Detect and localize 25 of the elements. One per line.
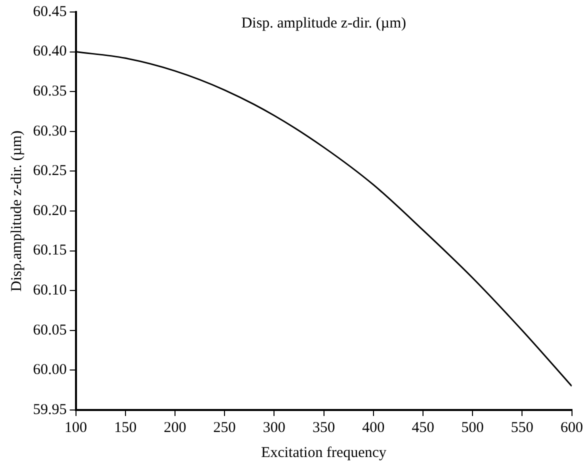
x-axis-title: Excitation frequency bbox=[261, 444, 387, 461]
x-tick-label: 500 bbox=[461, 420, 484, 436]
x-tick-label: 550 bbox=[510, 420, 534, 436]
x-tick-label: 600 bbox=[560, 420, 583, 436]
y-tick-label: 59.95 bbox=[33, 402, 67, 418]
x-tick-label: 450 bbox=[412, 420, 434, 436]
x-tick-label: 150 bbox=[114, 420, 137, 436]
y-tick-label: 60.15 bbox=[33, 242, 67, 259]
y-tick-label: 60.35 bbox=[33, 84, 67, 100]
x-tick-label: 350 bbox=[312, 420, 335, 436]
x-tick-label: 200 bbox=[164, 420, 186, 436]
y-tick-label: 60.00 bbox=[33, 362, 67, 378]
y-tick-label: 60.25 bbox=[33, 163, 67, 180]
x-tick-label: 100 bbox=[64, 420, 87, 436]
x-tick-label: 400 bbox=[362, 420, 385, 436]
y-axis-title: Disp.amplitude z-dir. (µm) bbox=[8, 130, 25, 292]
x-tick-label: 300 bbox=[262, 420, 286, 436]
y-tick-label: 60.05 bbox=[33, 322, 67, 338]
y-tick-label: 60.40 bbox=[33, 44, 67, 60]
y-tick-label: 60.10 bbox=[33, 282, 67, 299]
chart-title: Disp. amplitude z-dir. (µm) bbox=[241, 15, 406, 32]
y-tick-label: 60.30 bbox=[33, 123, 67, 140]
y-tick-label: 60.45 bbox=[33, 4, 67, 20]
x-tick-label: 250 bbox=[213, 420, 236, 436]
y-tick-label: 60.20 bbox=[33, 202, 67, 219]
